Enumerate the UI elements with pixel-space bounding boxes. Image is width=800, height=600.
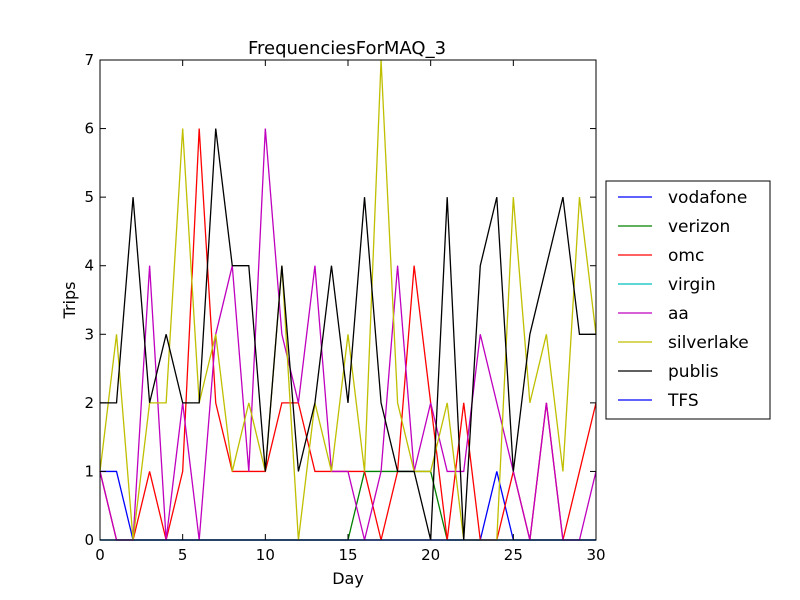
y-tick-label: 6 [84, 120, 94, 138]
x-tick-label: 25 [504, 546, 523, 564]
x-tick-label: 30 [586, 546, 605, 564]
y-tick-label: 3 [84, 325, 94, 343]
x-tick-label: 5 [178, 546, 188, 564]
y-tick-label: 2 [84, 394, 94, 412]
x-tick-label: 15 [338, 546, 357, 564]
x-axis-label: Day [332, 569, 364, 588]
legend-label-publis: publis [668, 362, 719, 382]
legend-label-aa: aa [668, 304, 689, 324]
y-tick-label: 7 [84, 51, 94, 69]
legend-box [605, 180, 771, 420]
series-line-publis [100, 128, 596, 541]
legend-label-vodafone: vodafone [668, 188, 747, 208]
legend-label-omc: omc [668, 246, 704, 266]
legend-label-silverlake: silverlake [668, 333, 749, 353]
x-axis-ticks: 0 5 10 15 20 25 30 [95, 60, 606, 564]
legend: vodafone verizon omc virgin aa silverlake publ… [605, 180, 771, 420]
x-tick-label: 0 [95, 546, 105, 564]
chart-title: FrequenciesForMAQ_3 [248, 38, 446, 59]
y-tick-label: 5 [84, 188, 94, 206]
y-tick-label: 1 [84, 462, 94, 480]
legend-items: vodafone verizon omc virgin aa silverlake publ… [618, 188, 749, 411]
x-tick-label: 20 [421, 546, 440, 564]
legend-label-tfs: TFS [667, 391, 699, 411]
y-axis-ticks: 0 1 2 3 4 5 6 7 [84, 51, 596, 549]
legend-label-virgin: virgin [668, 275, 716, 295]
y-tick-label: 4 [84, 257, 94, 275]
legend-label-verizon: verizon [668, 217, 730, 237]
x-tick-label: 10 [256, 546, 275, 564]
y-tick-label: 0 [84, 531, 94, 549]
y-axis-label: Trips [60, 282, 79, 320]
series-line-silverlake [99, 59, 597, 541]
